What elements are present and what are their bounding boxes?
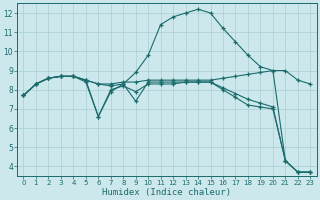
X-axis label: Humidex (Indice chaleur): Humidex (Indice chaleur): [102, 188, 231, 197]
